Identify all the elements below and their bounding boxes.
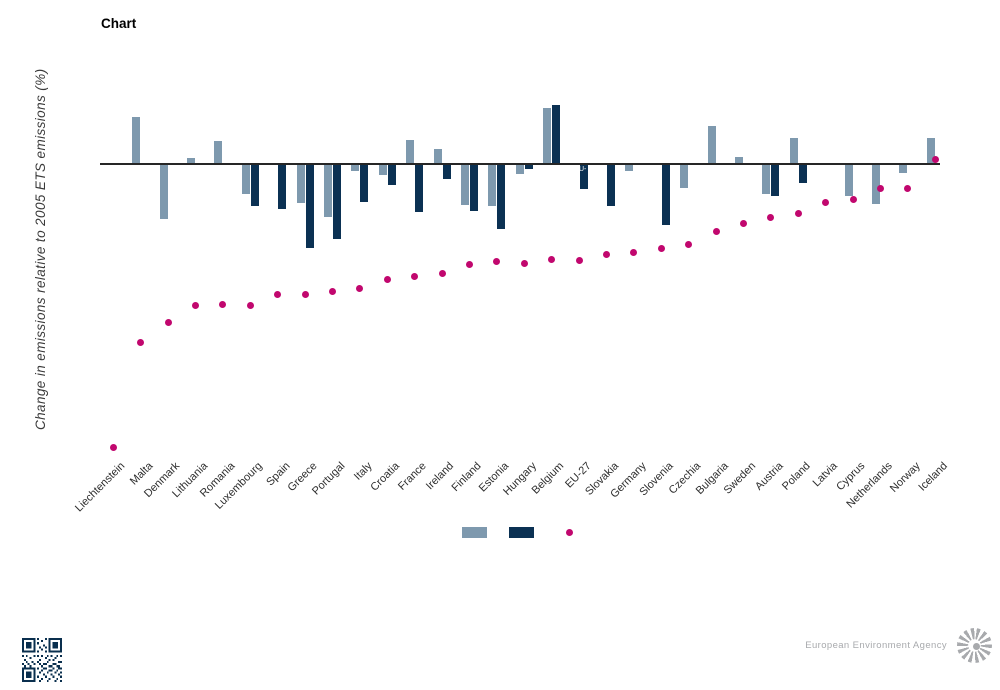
bar-dark[interactable] <box>607 164 615 206</box>
bar-dark[interactable] <box>798 164 807 183</box>
x-axis-label: Croatia <box>368 460 402 494</box>
data-dot[interactable] <box>246 301 254 309</box>
bar-light[interactable] <box>132 117 141 163</box>
data-dot[interactable] <box>356 285 364 292</box>
bar-light[interactable] <box>625 164 634 172</box>
bar-light[interactable] <box>543 108 552 163</box>
bar-light[interactable] <box>324 164 332 217</box>
data-dot[interactable] <box>164 319 172 327</box>
y-axis-title: Change in emissions relative to 2005 ETS… <box>33 68 48 430</box>
data-dot[interactable] <box>274 290 282 298</box>
bar-light[interactable] <box>899 164 908 174</box>
bar-dark[interactable] <box>442 164 451 180</box>
data-dot[interactable] <box>740 219 747 227</box>
bar-light[interactable] <box>762 164 771 194</box>
data-dot[interactable] <box>849 195 857 203</box>
light-blue-bar-swatch[interactable] <box>462 527 487 538</box>
bar-light[interactable] <box>461 164 469 206</box>
x-axis-label: Liechtenstein <box>73 460 128 515</box>
chart-title: Chart <box>101 16 137 31</box>
x-axis-label: Iceland <box>916 460 950 494</box>
bar-dark[interactable] <box>333 164 341 239</box>
bar-light[interactable] <box>214 140 223 163</box>
data-dot[interactable] <box>822 199 830 207</box>
data-dot[interactable] <box>301 290 309 298</box>
bar-light[interactable] <box>488 164 497 206</box>
bar-light[interactable] <box>707 126 716 163</box>
dark-blue-bar-swatch[interactable] <box>509 526 534 538</box>
data-dot[interactable] <box>548 256 556 264</box>
data-dot[interactable] <box>877 185 884 192</box>
bar-dark[interactable] <box>524 164 533 169</box>
bar-light[interactable] <box>241 164 250 195</box>
bar-dark[interactable] <box>552 104 561 163</box>
bar-dark[interactable] <box>579 164 588 189</box>
data-dot[interactable] <box>329 287 336 295</box>
data-dot[interactable] <box>712 227 720 235</box>
eu27-bar-overlay-label: U- <box>579 166 587 173</box>
bar-light[interactable] <box>187 157 195 163</box>
bar-light[interactable] <box>296 164 305 204</box>
magenta-dot-swatch[interactable] <box>566 528 573 536</box>
bar-dark[interactable] <box>278 164 287 209</box>
data-dot[interactable] <box>438 270 446 277</box>
bar-dark[interactable] <box>661 164 670 226</box>
bar-dark[interactable] <box>415 164 424 213</box>
data-dot[interactable] <box>794 210 802 218</box>
data-dot[interactable] <box>520 259 528 267</box>
bar-light[interactable] <box>433 148 442 163</box>
data-dot[interactable] <box>466 261 473 269</box>
x-axis-label: Austria <box>752 460 786 493</box>
bar-light[interactable] <box>159 164 168 219</box>
data-dot[interactable] <box>931 156 939 163</box>
bar-light[interactable] <box>378 164 387 175</box>
data-dot[interactable] <box>109 443 117 451</box>
data-dot[interactable] <box>411 272 419 280</box>
eea-sunflower-logo-icon <box>957 628 992 663</box>
bar-light[interactable] <box>680 164 689 188</box>
data-dot[interactable] <box>219 301 227 309</box>
x-axis-label: Norway <box>887 460 923 495</box>
bar-light[interactable] <box>406 140 415 163</box>
bar-dark[interactable] <box>771 164 780 197</box>
data-dot[interactable] <box>685 240 693 248</box>
bar-dark[interactable] <box>387 164 396 185</box>
data-dot[interactable] <box>657 244 665 252</box>
x-axis-label: Poland <box>780 460 813 493</box>
bar-dark[interactable] <box>305 164 314 248</box>
data-dot[interactable] <box>493 257 501 265</box>
bar-light[interactable] <box>735 156 743 163</box>
eea-wordmark: European Environment Agency <box>805 640 947 651</box>
data-dot[interactable] <box>904 184 912 192</box>
data-dot[interactable] <box>137 338 145 346</box>
bar-light[interactable] <box>515 164 524 174</box>
bar-dark[interactable] <box>250 164 259 207</box>
data-dot[interactable] <box>575 256 583 264</box>
bar-light[interactable] <box>844 164 853 197</box>
bar-light[interactable] <box>351 164 360 172</box>
zero-axis-line <box>100 163 940 165</box>
data-dot[interactable] <box>383 275 391 283</box>
data-dot[interactable] <box>630 248 638 256</box>
bar-dark[interactable] <box>360 164 369 202</box>
bar-dark[interactable] <box>470 164 478 212</box>
x-axis-label: Italy <box>351 460 375 483</box>
data-dot[interactable] <box>192 301 199 309</box>
bar-light[interactable] <box>872 164 880 204</box>
qr-code <box>22 638 62 682</box>
x-axis-label: France <box>396 460 430 493</box>
data-dot[interactable] <box>767 213 775 221</box>
bar-light[interactable] <box>926 138 935 163</box>
eea-footer: European Environment Agency <box>805 628 992 663</box>
data-dot[interactable] <box>603 251 610 258</box>
bar-dark[interactable] <box>497 164 506 229</box>
bar-light[interactable] <box>789 138 798 163</box>
